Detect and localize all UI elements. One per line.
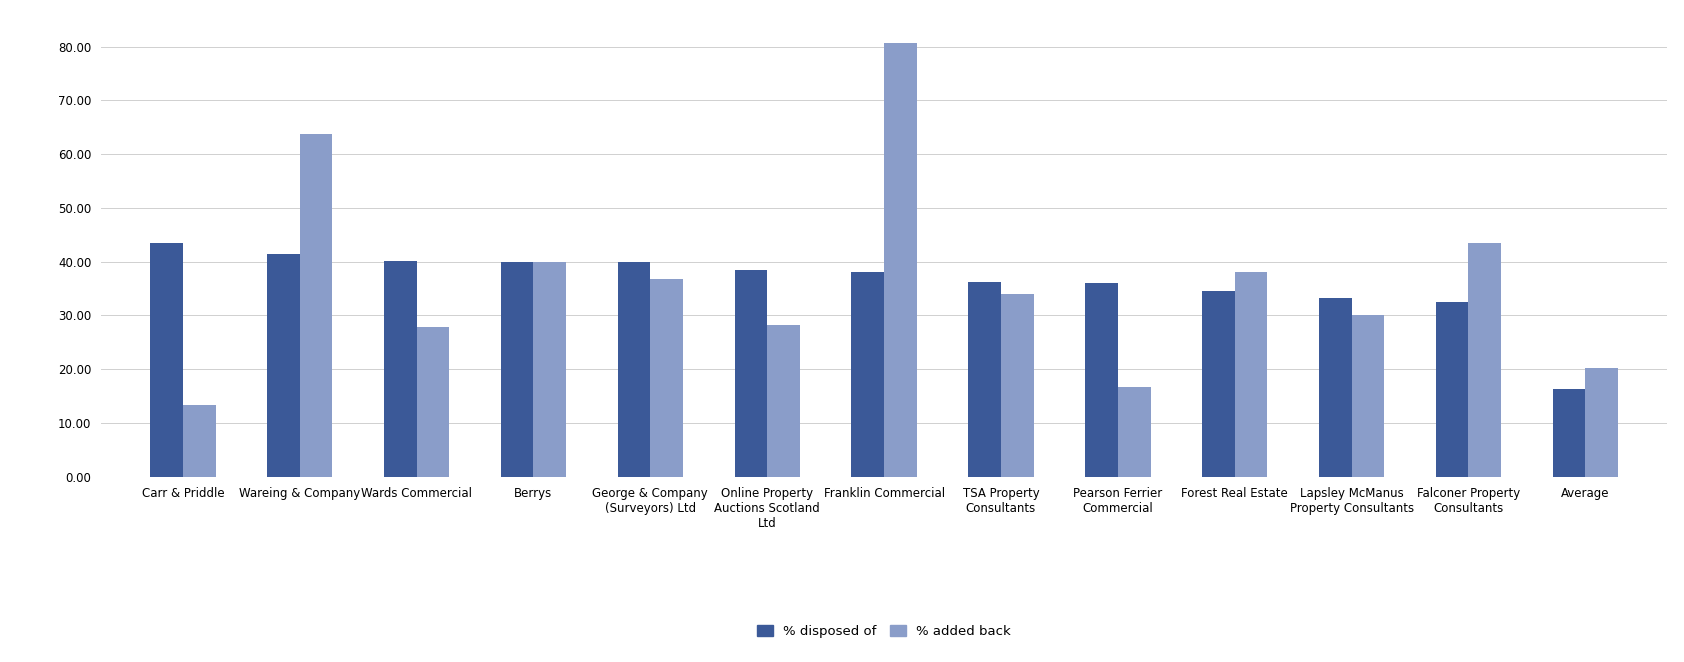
Bar	[300, 134, 332, 477]
Bar	[1084, 283, 1118, 477]
Bar	[1436, 302, 1468, 477]
Bar	[416, 327, 450, 477]
Bar	[1118, 387, 1150, 477]
Bar	[884, 43, 916, 477]
Bar	[384, 261, 416, 477]
Bar	[150, 243, 184, 477]
Bar	[968, 282, 1000, 477]
Bar	[534, 261, 566, 477]
Bar	[768, 325, 800, 477]
Bar	[650, 279, 684, 477]
Bar	[1202, 291, 1234, 477]
Bar	[1234, 273, 1268, 477]
Bar	[268, 254, 300, 477]
Bar	[1585, 368, 1618, 477]
Bar	[1352, 315, 1384, 477]
Bar	[1319, 298, 1352, 477]
Bar	[618, 261, 650, 477]
Bar	[852, 273, 884, 477]
Bar	[734, 269, 768, 477]
Legend: % disposed of, % added back: % disposed of, % added back	[751, 620, 1017, 643]
Bar	[184, 405, 216, 477]
Bar	[1000, 295, 1034, 477]
Bar	[1468, 243, 1500, 477]
Bar	[1553, 389, 1585, 477]
Bar	[500, 261, 534, 477]
